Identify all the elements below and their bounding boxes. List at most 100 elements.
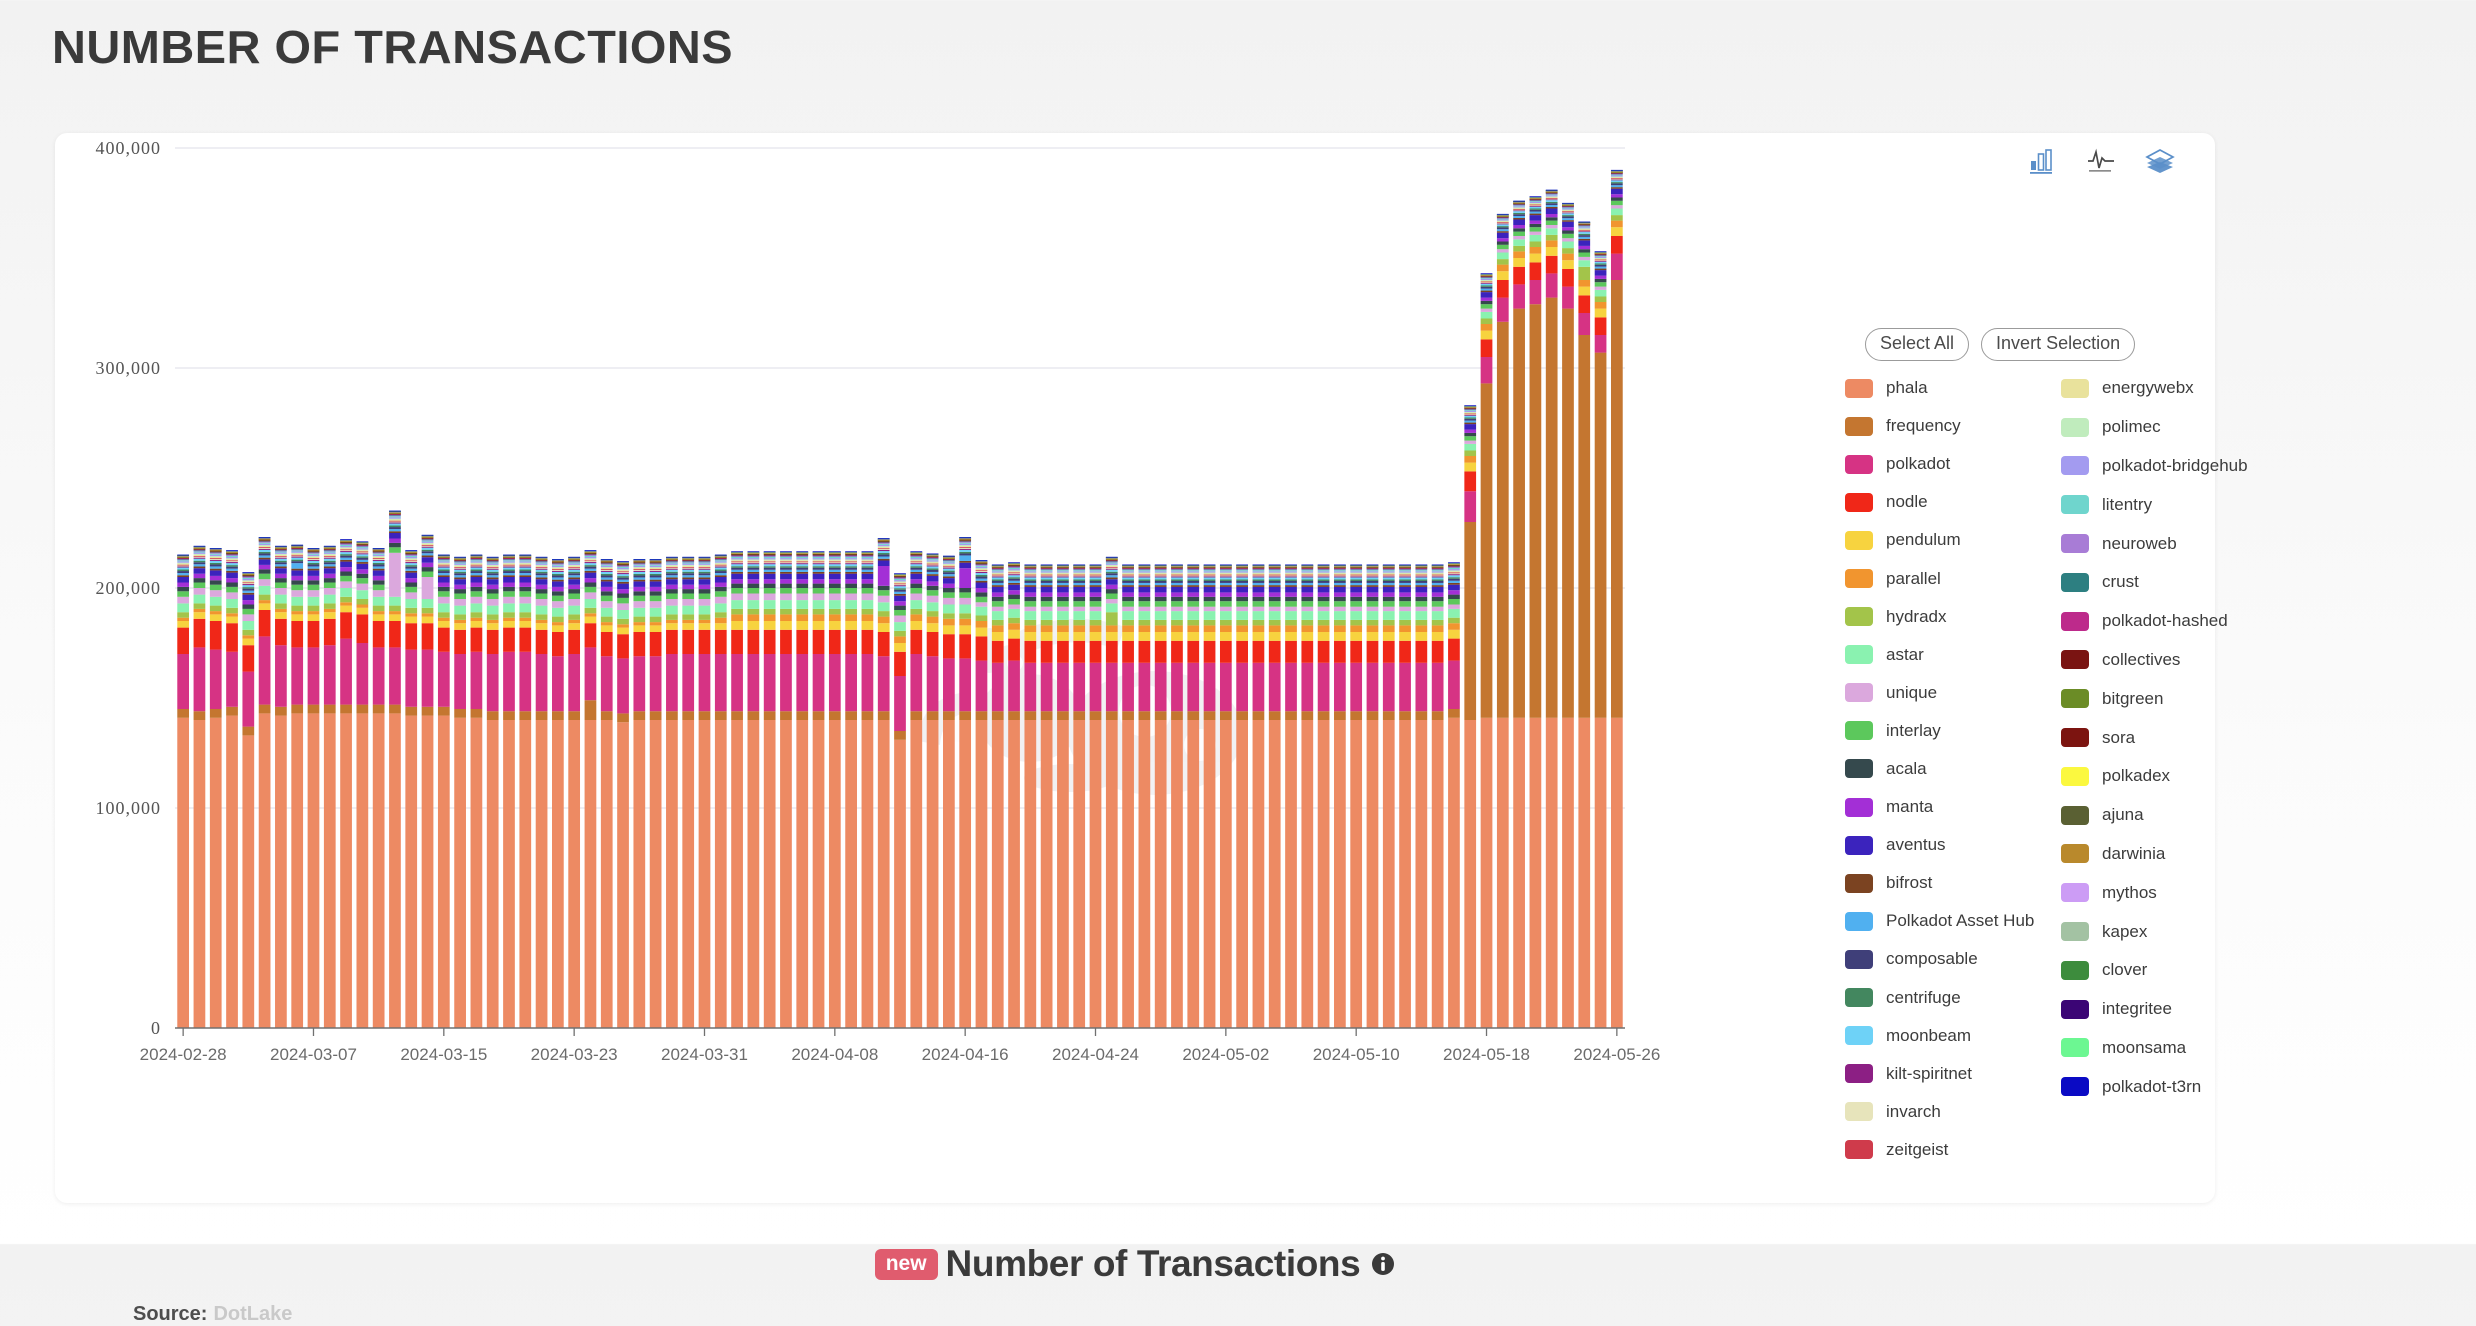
bar-segment[interactable]: [910, 559, 923, 561]
bar-segment[interactable]: [1334, 711, 1346, 720]
bar-segment[interactable]: [991, 611, 1004, 620]
bar-segment[interactable]: [910, 561, 923, 563]
bar-segment[interactable]: [1301, 579, 1314, 581]
bar-segment[interactable]: [649, 562, 662, 564]
bar-segment[interactable]: [584, 599, 597, 608]
bar-segment[interactable]: [503, 573, 515, 576]
bar-segment[interactable]: [405, 649, 418, 707]
bar-segment[interactable]: [405, 555, 418, 557]
bar-segment[interactable]: [682, 575, 695, 578]
bar-segment[interactable]: [926, 720, 939, 1028]
bar-segment[interactable]: [682, 567, 695, 569]
bar-segment[interactable]: [1008, 590, 1020, 595]
bar-segment[interactable]: [812, 571, 825, 574]
bar-segment[interactable]: [372, 548, 385, 549]
bar-segment[interactable]: [1252, 601, 1265, 607]
bar-segment[interactable]: [1301, 568, 1314, 570]
bar-segment[interactable]: [649, 567, 662, 568]
bar-segment[interactable]: [1040, 582, 1053, 586]
bar-segment[interactable]: [926, 569, 939, 572]
bar-segment[interactable]: [1285, 601, 1297, 607]
bar-segment[interactable]: [1578, 229, 1591, 231]
bar-segment[interactable]: [1154, 568, 1167, 569]
bar-segment[interactable]: [1285, 711, 1297, 720]
bar-segment[interactable]: [731, 583, 743, 588]
bar-segment[interactable]: [926, 558, 939, 560]
bar-segment[interactable]: [1187, 568, 1200, 570]
bar-segment[interactable]: [959, 568, 972, 588]
bar-segment[interactable]: [209, 580, 222, 585]
bar-segment[interactable]: [1496, 220, 1509, 222]
bar-segment[interactable]: [600, 656, 613, 712]
bar-segment[interactable]: [1610, 194, 1623, 198]
bar-segment[interactable]: [486, 614, 499, 620]
bar-segment[interactable]: [1105, 564, 1118, 566]
bar-segment[interactable]: [991, 582, 1004, 586]
bar-segment[interactable]: [584, 561, 597, 563]
bar-segment[interactable]: [763, 711, 776, 720]
bar-segment[interactable]: [1317, 576, 1330, 578]
bar-segment[interactable]: [1073, 569, 1086, 571]
bar-segment[interactable]: [877, 544, 890, 547]
bar-segment[interactable]: [991, 570, 1004, 572]
bar-segment[interactable]: [1578, 228, 1591, 230]
bar-segment[interactable]: [1610, 205, 1623, 209]
bar-segment[interactable]: [617, 603, 629, 610]
bar-segment[interactable]: [1464, 456, 1477, 463]
bar-segment[interactable]: [1252, 720, 1265, 1028]
bar-segment[interactable]: [1024, 564, 1037, 566]
bar-segment[interactable]: [1203, 573, 1216, 575]
bar-segment[interactable]: [552, 581, 564, 587]
bar-segment[interactable]: [943, 566, 955, 568]
bar-segment[interactable]: [1219, 601, 1232, 607]
bar-segment[interactable]: [1057, 567, 1069, 568]
bar-segment[interactable]: [1366, 601, 1379, 607]
bar-segment[interactable]: [714, 577, 727, 583]
bar-segment[interactable]: [193, 608, 206, 613]
bar-segment[interactable]: [552, 607, 564, 617]
bar-segment[interactable]: [503, 575, 515, 577]
bar-segment[interactable]: [1154, 596, 1167, 602]
bar-segment[interactable]: [877, 548, 890, 550]
bar-segment[interactable]: [1513, 266, 1525, 285]
bar-segment[interactable]: [796, 608, 809, 615]
bar-segment[interactable]: [910, 554, 923, 556]
bar-segment[interactable]: [943, 570, 955, 573]
bar-segment[interactable]: [763, 571, 776, 574]
bar-segment[interactable]: [926, 564, 939, 566]
bar-segment[interactable]: [1301, 567, 1314, 569]
bar-segment[interactable]: [828, 571, 841, 574]
bar-segment[interactable]: [959, 613, 972, 619]
bar-segment[interactable]: [894, 583, 906, 585]
bar-segment[interactable]: [975, 578, 988, 581]
bar-segment[interactable]: [209, 558, 222, 560]
legend-item[interactable]: ajuna: [2061, 796, 2249, 835]
bar-segment[interactable]: [861, 558, 874, 560]
bar-segment[interactable]: [470, 567, 483, 570]
bar-segment[interactable]: [1415, 573, 1428, 575]
bar-segment[interactable]: [682, 589, 695, 594]
bar-segment[interactable]: [584, 572, 597, 579]
bar-segment[interactable]: [1366, 567, 1379, 568]
bar-segment[interactable]: [1415, 606, 1428, 612]
bar-segment[interactable]: [486, 573, 499, 576]
bar-segment[interactable]: [275, 551, 287, 553]
bar-segment[interactable]: [209, 596, 222, 606]
bar-segment[interactable]: [258, 545, 271, 546]
bar-segment[interactable]: [486, 559, 499, 561]
bar-segment[interactable]: [1529, 206, 1542, 209]
bar-segment[interactable]: [323, 560, 336, 563]
bar-segment[interactable]: [1496, 219, 1509, 221]
bar-segment[interactable]: [861, 567, 874, 570]
bar-segment[interactable]: [780, 563, 792, 565]
bar-segment[interactable]: [307, 570, 320, 576]
bar-segment[interactable]: [275, 608, 287, 613]
bar-segment[interactable]: [1399, 579, 1411, 581]
bar-segment[interactable]: [1496, 232, 1509, 239]
bar-segment[interactable]: [617, 658, 629, 714]
bar-segment[interactable]: [1448, 580, 1460, 583]
bar-segment[interactable]: [1024, 711, 1037, 720]
bar-segment[interactable]: [1513, 208, 1525, 210]
bar-segment[interactable]: [372, 605, 385, 612]
bar-segment[interactable]: [1203, 582, 1216, 586]
